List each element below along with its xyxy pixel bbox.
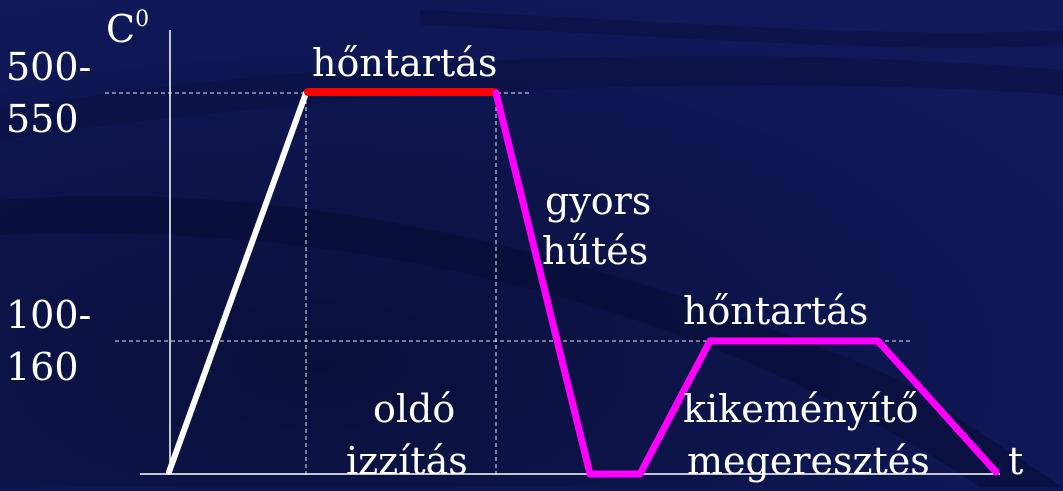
solution-anneal-label-line2: izzítás	[346, 439, 468, 483]
low-level-label-line1: 100-	[6, 293, 91, 337]
background-swooshes	[0, 10, 1063, 487]
axes	[140, 30, 1000, 475]
quench-and-aging-segment	[492, 89, 1000, 478]
quench-label-line2: hűtés	[542, 229, 648, 273]
high-level-label-line1: 500-	[6, 45, 91, 89]
low-hold-label: hőntartás	[683, 289, 868, 333]
aging-label-line2: megeresztés	[687, 439, 930, 483]
aging-label-line1: kikeményítő	[683, 387, 918, 431]
high-level-label-line2: 550	[6, 97, 79, 141]
high-hold-label: hőntartás	[312, 41, 497, 85]
x-axis-label: t	[1008, 439, 1023, 483]
heating-segment	[166, 90, 309, 475]
process-curve	[166, 88, 1000, 478]
y-axis-label: C0	[106, 7, 149, 51]
solution-anneal-label-line1: oldó	[373, 387, 455, 431]
quench-label-line1: gyors	[545, 179, 651, 223]
low-level-label-line2: 160	[6, 345, 79, 389]
